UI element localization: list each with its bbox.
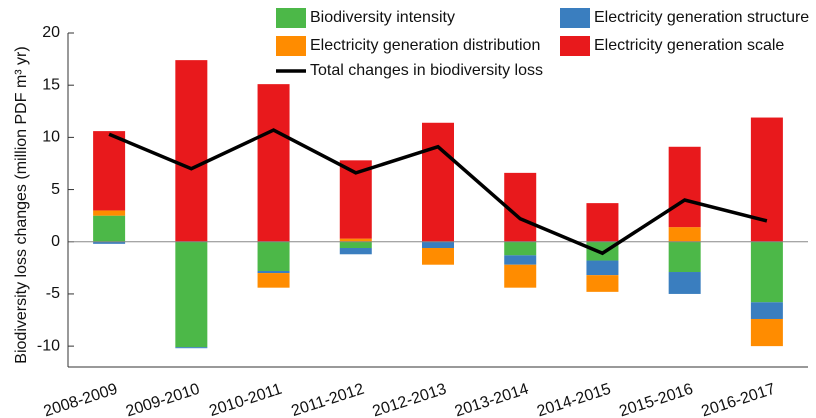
y-tick-label: 15 xyxy=(42,76,60,93)
x-tick-label: 2013-2014 xyxy=(453,381,531,418)
x-tick-label: 2015-2016 xyxy=(617,381,695,418)
bar-segment xyxy=(422,122,454,242)
y-tick-label: 5 xyxy=(51,181,60,198)
bar-segment xyxy=(257,84,290,242)
y-tick-label: 20 xyxy=(42,24,60,41)
legend-label: Total changes in biodiversity loss xyxy=(310,62,543,79)
x-tick-label: 2016-2017 xyxy=(699,381,777,418)
bar-segment xyxy=(339,248,372,255)
legend-label: Electricity generation scale xyxy=(594,37,784,54)
bar-segment xyxy=(93,131,126,211)
bar-segment xyxy=(257,241,290,271)
x-tick-label: 2011-2012 xyxy=(289,381,366,418)
bar-segment xyxy=(504,264,537,288)
bar-segment xyxy=(93,241,126,244)
bar-segment xyxy=(668,241,701,273)
bar-segment xyxy=(668,146,701,228)
bar-segment xyxy=(586,203,619,242)
x-tick-label: 2012-2013 xyxy=(371,381,449,418)
x-tick-label: 2014-2015 xyxy=(535,381,613,418)
legend-swatch xyxy=(276,8,306,28)
bar-segment xyxy=(504,241,537,256)
bar-segment xyxy=(175,241,208,348)
bar-segment xyxy=(586,260,619,276)
bar-segment xyxy=(175,347,208,349)
bar-segment xyxy=(586,275,619,292)
legend-label: Electricity generation distribution xyxy=(310,37,540,54)
x-tick-label: 2010-2011 xyxy=(207,381,284,418)
bar-segment xyxy=(668,227,701,242)
y-tick-label: 0 xyxy=(51,233,60,250)
bar-segment xyxy=(257,273,290,288)
bar-segment xyxy=(422,248,454,265)
bar-segment xyxy=(339,238,372,242)
y-tick-label: -5 xyxy=(46,285,60,302)
y-tick-label: 10 xyxy=(42,129,60,146)
legend-label: Biodiversity intensity xyxy=(310,9,455,26)
bar-segment xyxy=(750,302,783,319)
x-tick-label: 2008-2009 xyxy=(42,381,120,418)
total-line xyxy=(108,128,768,256)
bar-segment xyxy=(339,241,372,249)
y-axis-label: Biodiversity loss changes (million PDF m… xyxy=(13,46,30,363)
y-tick-label: -10 xyxy=(37,337,60,354)
legend-swatch xyxy=(560,36,590,56)
legend-label: Electricity generation structure xyxy=(594,9,809,26)
legend-swatch xyxy=(560,8,590,28)
bar-segment xyxy=(422,241,454,249)
bar-segment xyxy=(750,241,783,303)
legend-swatch xyxy=(276,36,306,56)
bar-segment xyxy=(93,215,126,242)
bar-segment xyxy=(175,60,208,242)
x-tick-label: 2009-2010 xyxy=(124,381,202,418)
bar-segment xyxy=(668,272,701,294)
bar-segment xyxy=(750,117,783,242)
bar-segment xyxy=(93,210,126,216)
bar-segment xyxy=(504,255,537,265)
bar-segment xyxy=(257,270,290,274)
bar-segment xyxy=(750,318,783,347)
